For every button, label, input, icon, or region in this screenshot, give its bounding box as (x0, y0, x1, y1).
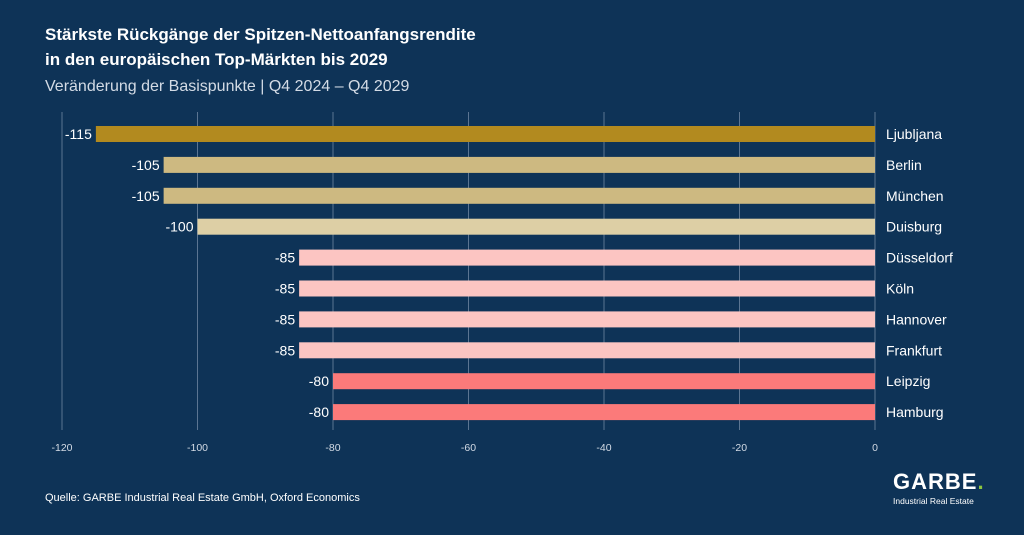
x-tick-label-4: -40 (596, 442, 611, 454)
value-label-5: -85 (275, 281, 295, 297)
x-tick-label-6: 0 (872, 442, 878, 454)
category-label-1: Berlin (886, 157, 922, 173)
logo-wordmark: GARBE. (893, 470, 1003, 494)
category-label-9: Hamburg (886, 404, 944, 420)
value-label-9: -80 (309, 404, 329, 420)
chart-title: Stärkste Rückgänge der Spitzen-Nettoanfa… (45, 22, 645, 72)
logo-dot: . (977, 469, 985, 494)
category-label-3: Duisburg (886, 219, 942, 235)
bar-2 (163, 187, 875, 204)
chart-title-line-2: in den europäischen Top-Märkten bis 2029 (45, 50, 388, 69)
bar-9 (333, 404, 875, 421)
bar-4 (299, 249, 875, 266)
value-label-2: -105 (132, 188, 160, 204)
category-label-8: Leipzig (886, 373, 930, 389)
value-label-4: -85 (275, 250, 295, 266)
bar-3 (197, 218, 875, 235)
bar-1 (163, 156, 875, 173)
value-label-0: -115 (65, 126, 92, 142)
value-label-1: -105 (132, 157, 160, 173)
logo-word: GARBE (893, 469, 978, 494)
value-label-3: -100 (165, 219, 193, 235)
category-label-5: Köln (886, 281, 914, 297)
x-tick-label-5: -20 (732, 442, 747, 454)
bar-5 (299, 280, 875, 297)
x-tick-label-0: -120 (51, 442, 72, 454)
category-label-6: Hannover (886, 311, 947, 327)
bar-6 (299, 311, 875, 328)
category-label-2: München (886, 188, 944, 204)
value-label-7: -85 (275, 342, 295, 358)
garbe-logo: GARBE. Industrial Real Estate (893, 470, 1003, 507)
logo-tagline: Industrial Real Estate (893, 496, 974, 506)
x-tick-label-3: -60 (461, 442, 476, 454)
bar-0 (95, 126, 875, 142)
x-tick-label-1: -100 (187, 442, 208, 454)
category-label-0: Ljubljana (886, 126, 942, 142)
source-note: Quelle: GARBE Industrial Real Estate Gmb… (45, 492, 360, 504)
category-label-4: Düsseldorf (886, 250, 953, 266)
value-label-6: -85 (275, 311, 295, 327)
x-tick-label-2: -80 (325, 442, 340, 454)
bar-7 (299, 342, 875, 359)
category-label-7: Frankfurt (886, 342, 942, 358)
chart-title-line-1: Stärkste Rückgänge der Spitzen-Nettoanfa… (45, 25, 476, 44)
value-label-8: -80 (309, 373, 329, 389)
chart-subtitle: Veränderung der Basispunkte | Q4 2024 – … (45, 78, 410, 95)
bar-8 (333, 373, 875, 390)
